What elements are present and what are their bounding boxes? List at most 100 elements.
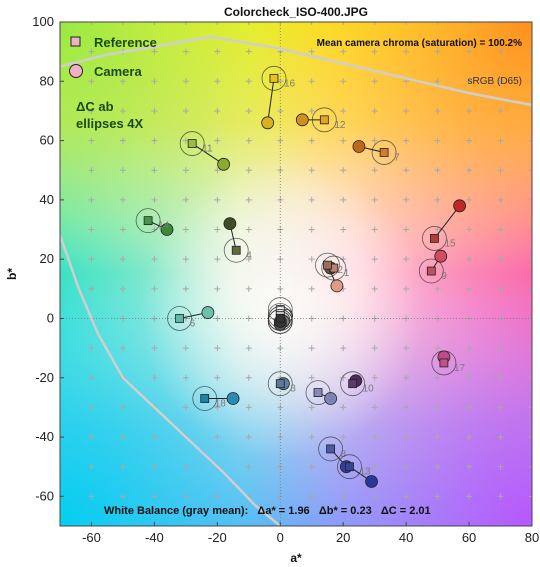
camera-point-13: [365, 475, 378, 488]
grid-cross: [371, 107, 378, 114]
grid-cross: [151, 107, 158, 114]
grid-cross: [497, 434, 504, 441]
grid-cross: [119, 404, 126, 411]
grid-cross: [403, 167, 410, 174]
grid-cross: [434, 22, 441, 25]
reference-point-6: [175, 314, 184, 323]
grid-cross: [88, 78, 95, 85]
grid-cross: [403, 48, 410, 55]
tolerance-ellipse-2: [315, 252, 340, 278]
grid-cross: [497, 345, 504, 352]
patch-label-16: 16: [284, 78, 296, 89]
camera-point-18: [226, 392, 240, 405]
tolerance-ellipse-9: [418, 258, 444, 284]
grid-cross: [88, 374, 95, 381]
grid-cross: [434, 285, 441, 292]
grid-cross: [214, 226, 221, 233]
x-tick-label: 80: [525, 530, 539, 545]
grid-cross: [497, 196, 504, 203]
grid-cross: [214, 285, 221, 292]
grid-cross: [434, 374, 441, 381]
tolerance-ellipse-8: [318, 436, 344, 462]
plot-background: [60, 22, 532, 526]
grid-cross: [119, 137, 126, 144]
grid-cross: [403, 196, 410, 203]
grid-cross: [245, 48, 252, 55]
tolerance-ellipse-14: [135, 208, 161, 234]
grid-cross: [308, 493, 315, 500]
grid-cross: [214, 196, 221, 203]
grid-cross: [497, 107, 504, 114]
x-tick-label: 40: [399, 530, 413, 545]
grid-cross: [214, 374, 221, 381]
legend-camera-label: Camera: [94, 64, 142, 79]
y-tick-label: 100: [32, 14, 54, 29]
legend-reference-marker: [70, 36, 81, 47]
grid-cross: [434, 137, 441, 144]
grid-cross: [497, 48, 504, 55]
patch-label-15: 15: [444, 238, 456, 249]
grid-cross: [308, 434, 315, 441]
grid-cross: [403, 434, 410, 441]
x-tick-label: 0: [277, 530, 284, 545]
grid-cross: [340, 137, 347, 144]
grid-cross: [182, 345, 189, 352]
grid-cross: [466, 196, 473, 203]
white-balance-annotation: White Balance (gray mean): Δa* = 1.96 Δb…: [104, 505, 431, 517]
grid-cross: [308, 137, 315, 144]
grid-cross: [434, 434, 441, 441]
grid-cross: [88, 48, 95, 55]
grid-cross: [529, 167, 532, 174]
grid-cross: [182, 226, 189, 233]
camera-point-14: [160, 223, 174, 236]
grid-cross: [371, 345, 378, 352]
camera-point-4: [223, 217, 237, 231]
y-axis-ticks: 100 80 60 40 20 0 -20 -40 -60: [32, 14, 64, 503]
grid-cross: [151, 137, 158, 144]
grid-cross: [182, 48, 189, 55]
camera-point-9: [434, 249, 448, 263]
patch-label-10: 10: [363, 384, 375, 395]
grid-cross: [151, 493, 158, 500]
reference-point-gray: [275, 314, 285, 323]
grid-cross: [371, 256, 378, 263]
grid-cross: [434, 78, 441, 85]
x-axis-label: a*: [290, 551, 302, 565]
grid-cross: [214, 493, 221, 500]
patch-label-8: 8: [341, 449, 347, 460]
grid-cross: [88, 256, 95, 263]
grid-cross: [497, 404, 504, 411]
grid-cross: [466, 374, 473, 381]
grid-cross: [182, 78, 189, 85]
reference-point-15: [430, 234, 439, 243]
reference-point-7: [379, 148, 389, 157]
tolerance-ellipse-13: [337, 454, 362, 480]
grid-cross: [340, 226, 347, 233]
grid-cross: [119, 167, 126, 174]
grid-cross: [434, 345, 441, 352]
grid-cross: [340, 434, 347, 441]
grid-cross: [340, 404, 347, 411]
patch-label-4: 4: [246, 250, 252, 261]
grid-cross: [403, 137, 410, 144]
grid-cross: [88, 463, 95, 470]
grid-cross: [466, 48, 473, 55]
grid-cross: [119, 226, 126, 233]
grid-cross: [277, 22, 284, 25]
error-line-15: [434, 205, 461, 239]
reference-point-13: [345, 462, 354, 472]
grid-cross: [529, 434, 532, 441]
grid-cross: [245, 463, 252, 470]
y-tick-label: -60: [35, 488, 54, 503]
grid-cross: [529, 404, 532, 411]
y-tick-label: 20: [40, 251, 54, 266]
grid-cross: [214, 137, 221, 144]
grid-cross: [497, 463, 504, 470]
grid-cross: [245, 226, 252, 233]
tolerance-ellipse-6: [167, 306, 192, 331]
grid-cross: [308, 107, 315, 114]
grid-cross: [340, 22, 347, 25]
grid-cross: [119, 22, 126, 25]
grid-cross: [340, 196, 347, 203]
